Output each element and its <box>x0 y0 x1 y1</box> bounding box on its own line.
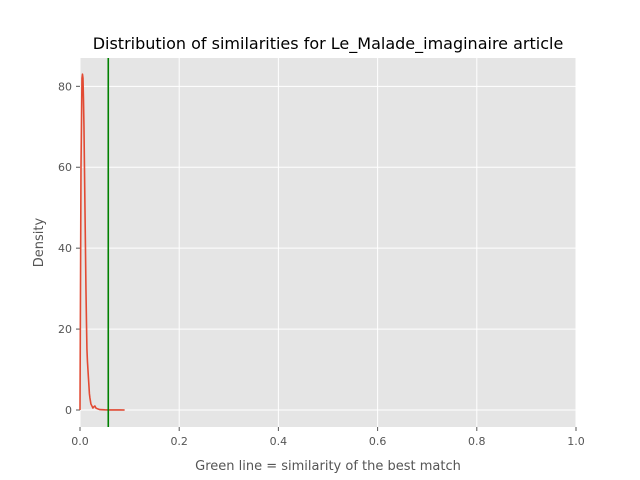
y-tick-label: 60 <box>58 161 72 174</box>
x-tick-label: 0.6 <box>369 435 387 448</box>
x-tick-label: 0.4 <box>270 435 288 448</box>
ticks: 0.0 0.2 0.4 0.6 0.8 1.0 0 20 40 60 80 <box>58 80 585 448</box>
y-tick-label: 20 <box>58 323 72 336</box>
x-tick-label: 0.8 <box>468 435 486 448</box>
plot-background <box>80 58 576 427</box>
x-tick-label: 0.0 <box>71 435 89 448</box>
x-axis-label: Green line = similarity of the best matc… <box>195 459 461 474</box>
y-tick-label: 0 <box>65 404 72 417</box>
x-tick-label: 0.2 <box>170 435 188 448</box>
data-series <box>79 73 125 411</box>
x-tick-label: 1.0 <box>567 435 585 448</box>
density-curve <box>79 73 125 411</box>
chart-title: Distribution of similarities for Le_Mala… <box>93 34 564 54</box>
gridlines <box>79 58 577 427</box>
y-axis-label: Density <box>32 217 47 267</box>
y-tick-label: 40 <box>58 242 72 255</box>
y-tick-label: 80 <box>58 80 72 93</box>
